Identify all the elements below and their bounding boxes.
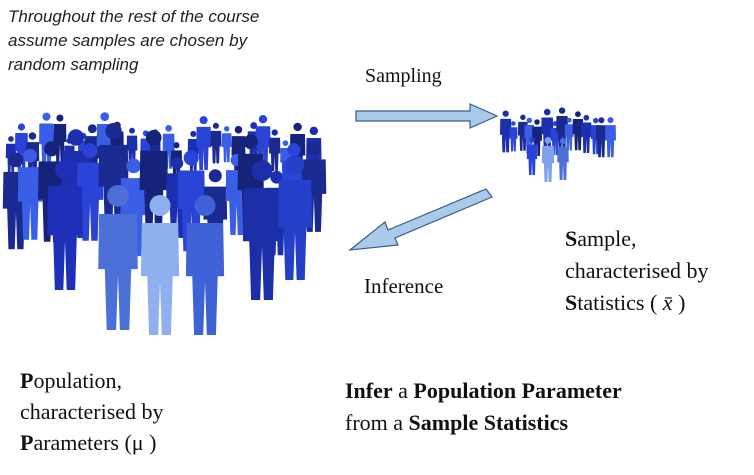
- text-span: arameters (μ ): [33, 430, 156, 455]
- person-silhouette: [47, 160, 83, 290]
- person-silhouette: [221, 126, 232, 163]
- person-silhouette: [595, 117, 607, 158]
- sampling-arrow: [355, 103, 499, 129]
- person-silhouette: [76, 143, 104, 241]
- person-silhouette: [210, 122, 222, 164]
- text-span: ample,: [577, 226, 636, 251]
- inference-arrow: [348, 188, 493, 251]
- text-span: Population Parameter: [413, 378, 622, 403]
- text-span: tatistics (: [577, 290, 663, 315]
- person-silhouette: [581, 114, 592, 154]
- person-silhouette: [564, 117, 574, 151]
- text-span: Sample Statistics: [409, 410, 569, 435]
- person-silhouette: [499, 110, 512, 153]
- person-silhouette: [517, 114, 528, 151]
- note-line: Throughout the rest of the course: [8, 7, 259, 26]
- population-text: Parameters (μ ): [20, 430, 156, 455]
- text-span: from a: [345, 410, 409, 435]
- person-silhouette: [572, 111, 584, 151]
- person-silhouette: [126, 127, 138, 168]
- person-silhouette: [196, 116, 211, 171]
- inference-label: Inference: [364, 274, 443, 298]
- person-silhouette: [39, 112, 54, 168]
- person-silhouette: [605, 117, 616, 158]
- person-silhouette: [526, 137, 538, 175]
- crowds: [2, 107, 616, 335]
- text-span: S: [565, 226, 577, 251]
- population-text: Population,: [20, 368, 122, 393]
- sample-text: characterised by: [565, 258, 709, 283]
- population-text: characterised by: [20, 399, 164, 424]
- person-silhouette: [269, 129, 281, 171]
- sample-text: Statistics ( x̄ ): [565, 290, 685, 315]
- conclusion-text: from a Sample Statistics: [345, 410, 568, 435]
- text-span: x̄: [662, 290, 673, 315]
- text-span: Infer: [345, 378, 393, 403]
- text-span: ): [673, 290, 686, 315]
- person-silhouette: [140, 195, 180, 335]
- person-silhouette: [98, 185, 138, 330]
- person-silhouette: [557, 138, 569, 180]
- person-silhouette: [541, 137, 555, 182]
- person-silhouette: [17, 148, 43, 240]
- text-span: P: [20, 430, 33, 455]
- sample-text: Sample,: [565, 226, 637, 251]
- person-silhouette: [509, 121, 518, 152]
- person-silhouette: [242, 160, 282, 300]
- text-span: P: [20, 368, 33, 393]
- person-silhouette: [185, 195, 225, 335]
- text-span: opulation,: [33, 368, 122, 393]
- sampling-label: Sampling: [365, 65, 442, 87]
- text-span: a: [393, 378, 414, 403]
- note-line: assume samples are chosen by: [8, 31, 249, 50]
- text-span: S: [565, 290, 577, 315]
- note-line: random sampling: [8, 55, 139, 74]
- conclusion-text: Infer a Population Parameter: [345, 378, 622, 403]
- person-silhouette: [277, 155, 313, 280]
